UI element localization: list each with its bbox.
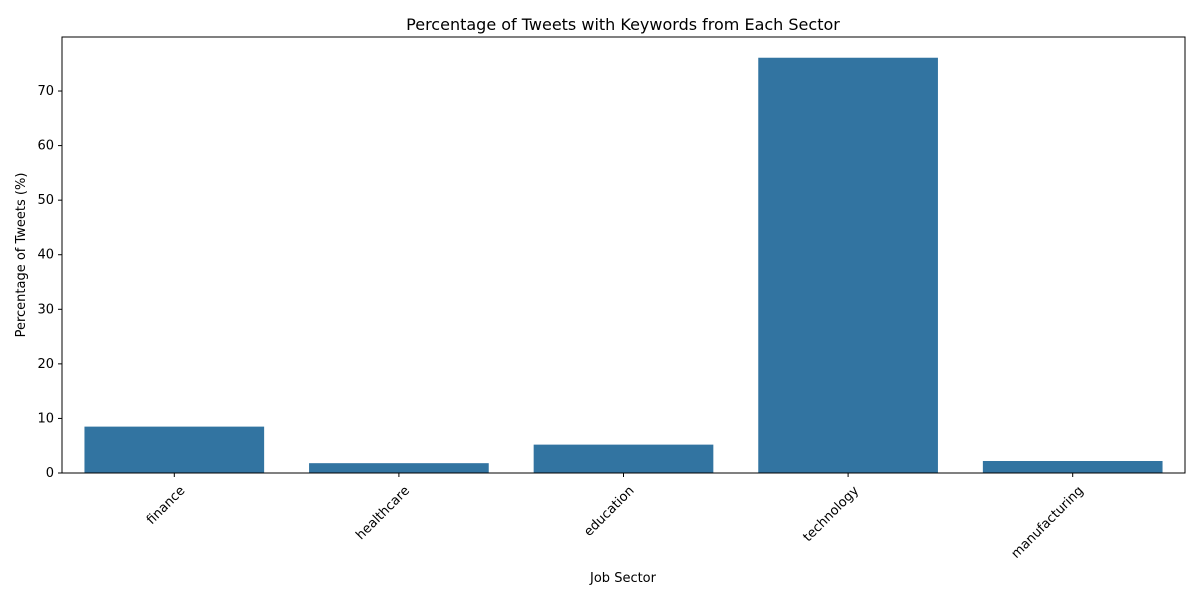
y-tick-label-0: 0: [46, 466, 54, 481]
y-tick-label-50: 50: [37, 193, 54, 208]
x-tick-label-manufacturing: manufacturing: [1009, 483, 1087, 561]
x-tick-label-finance: finance: [144, 483, 188, 527]
bar-healthcare: [309, 463, 489, 473]
chart-title: Percentage of Tweets with Keywords from …: [406, 15, 840, 34]
x-tick-label-healthcare: healthcare: [353, 483, 413, 543]
y-tick-label-40: 40: [37, 248, 54, 263]
bar-technology: [758, 57, 938, 473]
y-tick-label-30: 30: [37, 302, 54, 317]
axes-layer: 0 10 20 30 40 50 60 70 finance healthcare educatio…: [37, 36, 1186, 562]
y-tick-label-20: 20: [37, 357, 54, 372]
y-tick-label-70: 70: [37, 84, 54, 99]
bars-layer: [84, 57, 1163, 473]
x-axis-label: Job Sector: [589, 571, 657, 586]
x-tick-label-education: education: [581, 483, 637, 539]
plot-frame: [61, 36, 1186, 474]
bar-finance: [84, 426, 265, 473]
y-tick-label-60: 60: [37, 139, 54, 154]
y-axis-label: Percentage of Tweets (%): [14, 173, 29, 338]
bar-education: [533, 444, 714, 473]
y-tick-label-10: 10: [37, 411, 54, 426]
x-tick-label-technology: technology: [800, 483, 862, 545]
bar-manufacturing: [982, 460, 1163, 473]
